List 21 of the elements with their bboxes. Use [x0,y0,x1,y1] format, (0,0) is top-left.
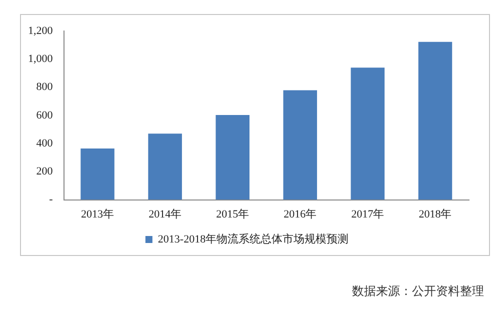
x-tick-label: 2015年 [216,208,250,220]
y-tick-label: 1,200 [28,24,54,37]
y-tick-label: 800 [36,81,54,94]
x-tick-label: 2013年 [81,208,114,220]
x-tick-label: 2014年 [148,208,182,220]
x-tick-label: 2017年 [351,208,384,220]
y-tick-label: 600 [36,109,54,122]
x-tick-label: 2018年 [418,208,452,220]
legend-label: 2013-2018年物流系统总体市场规模预测 [158,232,349,246]
y-tick-label: 1,000 [28,53,54,66]
x-tick-label: 2016年 [284,208,317,220]
bar [283,90,318,200]
y-tick-label: 200 [36,166,54,178]
bar [80,148,114,200]
bar [350,68,385,200]
y-tick-label: 400 [36,137,54,150]
bar [418,42,452,200]
bar [216,114,250,200]
bar [148,134,182,200]
y-tick-label: - [49,194,54,206]
source-note: 数据来源：公开资料整理 [352,283,484,300]
